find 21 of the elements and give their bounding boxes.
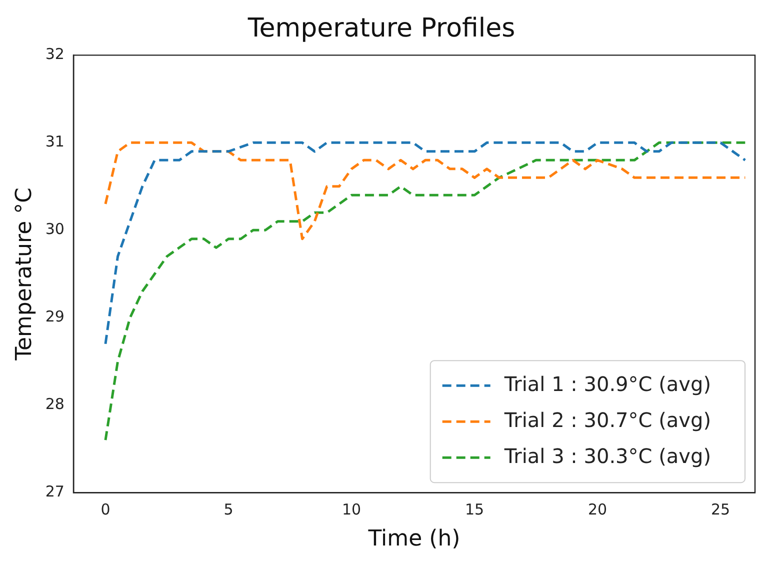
y-axis-title: Temperature °C	[12, 188, 37, 362]
x-tick-label: 25	[711, 500, 730, 518]
legend-label: Trial 1 : 30.9°C (avg)	[503, 372, 712, 396]
y-tick-label: 29	[45, 308, 64, 326]
y-tick-label: 27	[45, 482, 64, 500]
x-tick-label: 15	[464, 500, 484, 518]
line-series	[104, 141, 746, 346]
chart-title: Temperature Profiles	[246, 13, 516, 44]
line-series	[104, 141, 746, 240]
y-tick-label: 32	[45, 45, 64, 64]
x-tick-label: 0	[100, 500, 110, 518]
y-tick-label: 28	[45, 395, 64, 414]
legend-label: Trial 3 : 30.3°C (avg)	[503, 444, 712, 468]
legend-label: Trial 2 : 30.7°C (avg)	[503, 408, 712, 432]
line-series	[104, 141, 746, 442]
x-tick-label: 20	[588, 500, 608, 518]
y-tick-label: 30	[45, 220, 64, 238]
x-axis-title: Time (h)	[367, 526, 460, 552]
x-tick-label: 10	[342, 500, 362, 518]
x-tick-label: 5	[224, 500, 234, 518]
y-tick-label: 31	[45, 132, 64, 151]
